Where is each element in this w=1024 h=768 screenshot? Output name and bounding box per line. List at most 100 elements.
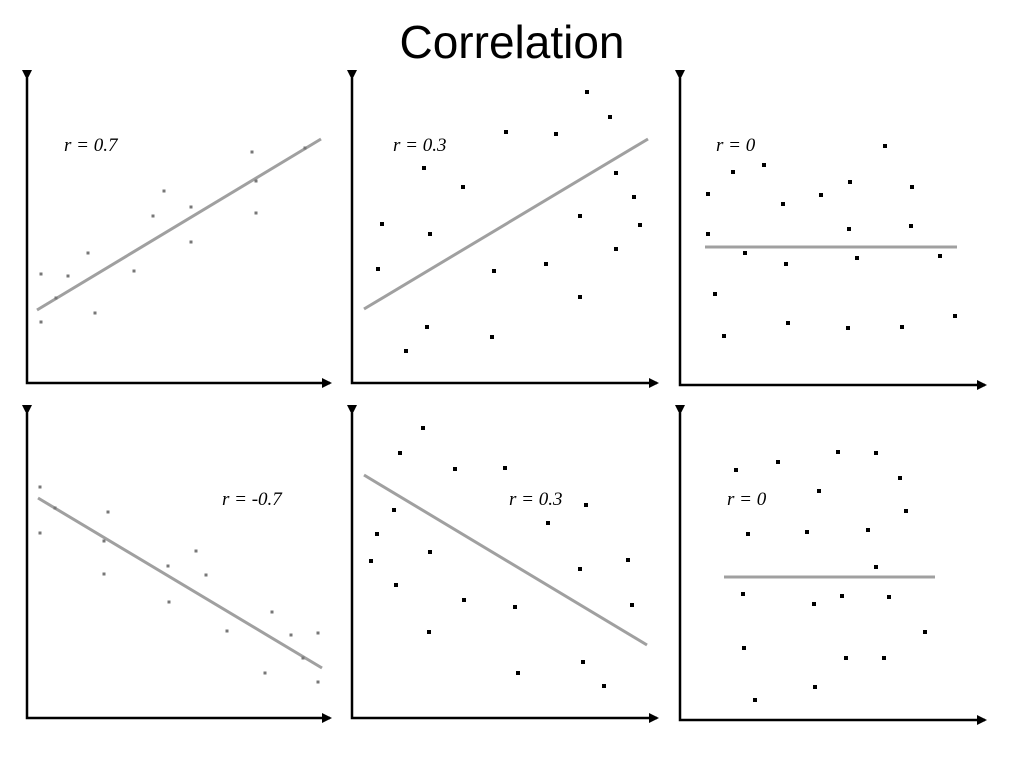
dot bbox=[846, 326, 850, 330]
dot bbox=[504, 130, 508, 134]
dot bbox=[490, 335, 494, 339]
dot bbox=[38, 485, 42, 489]
dot bbox=[953, 314, 957, 318]
dot bbox=[54, 296, 58, 300]
correlation-label: r = -0.7 bbox=[222, 489, 283, 510]
dot bbox=[585, 90, 589, 94]
dot bbox=[847, 227, 851, 231]
dot bbox=[706, 192, 710, 196]
correlation-label: r = 0 bbox=[727, 489, 767, 510]
dot bbox=[204, 573, 208, 577]
dot bbox=[38, 531, 42, 535]
dot bbox=[254, 211, 258, 215]
fit-line bbox=[36, 137, 322, 312]
dot bbox=[189, 240, 193, 244]
dot bbox=[516, 671, 520, 675]
dot bbox=[86, 251, 90, 255]
dot bbox=[904, 509, 908, 513]
correlation-label: r = 0.7 bbox=[64, 135, 119, 156]
dot bbox=[398, 451, 402, 455]
dot bbox=[453, 467, 457, 471]
dot bbox=[844, 656, 848, 660]
dot bbox=[250, 150, 254, 154]
dot bbox=[303, 146, 307, 150]
dot bbox=[166, 564, 170, 568]
dot bbox=[225, 629, 229, 633]
dot bbox=[289, 633, 293, 637]
dot bbox=[848, 180, 852, 184]
dot bbox=[263, 671, 267, 675]
dot bbox=[713, 292, 717, 296]
dot bbox=[492, 269, 496, 273]
dot bbox=[270, 610, 274, 614]
dot bbox=[546, 521, 550, 525]
dot bbox=[428, 550, 432, 554]
dot bbox=[102, 572, 106, 576]
dot bbox=[425, 325, 429, 329]
dot bbox=[900, 325, 904, 329]
dot bbox=[882, 656, 886, 660]
dot bbox=[375, 532, 379, 536]
dot bbox=[898, 476, 902, 480]
dot bbox=[254, 179, 258, 183]
dot bbox=[883, 144, 887, 148]
dot bbox=[162, 189, 166, 193]
dot bbox=[630, 603, 634, 607]
dot bbox=[741, 592, 745, 596]
axes bbox=[22, 405, 332, 723]
dot bbox=[840, 594, 844, 598]
dot bbox=[762, 163, 766, 167]
axes bbox=[675, 405, 987, 725]
axes bbox=[22, 70, 332, 388]
dot bbox=[731, 170, 735, 174]
dot bbox=[910, 185, 914, 189]
dot bbox=[706, 232, 710, 236]
dot bbox=[608, 115, 612, 119]
dot bbox=[909, 224, 913, 228]
dot bbox=[39, 320, 43, 324]
dot bbox=[813, 685, 817, 689]
fit-line bbox=[363, 473, 648, 647]
axes bbox=[347, 405, 659, 723]
dot bbox=[938, 254, 942, 258]
dot bbox=[874, 565, 878, 569]
dot bbox=[106, 510, 110, 514]
dot bbox=[581, 660, 585, 664]
dot bbox=[855, 256, 859, 260]
dot bbox=[734, 468, 738, 472]
axes bbox=[675, 70, 987, 390]
dot bbox=[786, 321, 790, 325]
dot bbox=[753, 698, 757, 702]
dot bbox=[392, 508, 396, 512]
dot bbox=[427, 630, 431, 634]
dot bbox=[743, 251, 747, 255]
dot bbox=[301, 656, 305, 660]
dot bbox=[194, 549, 198, 553]
correlation-label: r = 0.3 bbox=[393, 135, 446, 156]
dot bbox=[167, 600, 171, 604]
dot bbox=[874, 451, 878, 455]
dot bbox=[578, 214, 582, 218]
dot bbox=[544, 262, 548, 266]
dot bbox=[151, 214, 155, 218]
dot bbox=[614, 247, 618, 251]
dot bbox=[316, 680, 320, 684]
dot bbox=[626, 558, 630, 562]
dot bbox=[102, 539, 106, 543]
dot bbox=[584, 503, 588, 507]
dot bbox=[632, 195, 636, 199]
dot bbox=[722, 334, 726, 338]
dot bbox=[93, 311, 97, 315]
dot bbox=[812, 602, 816, 606]
dot bbox=[513, 605, 517, 609]
dot bbox=[394, 583, 398, 587]
dot bbox=[805, 530, 809, 534]
title: Correlation bbox=[400, 16, 625, 68]
dot bbox=[39, 272, 43, 276]
dot bbox=[421, 426, 425, 430]
dot bbox=[784, 262, 788, 266]
dot bbox=[578, 295, 582, 299]
dot bbox=[132, 269, 136, 273]
